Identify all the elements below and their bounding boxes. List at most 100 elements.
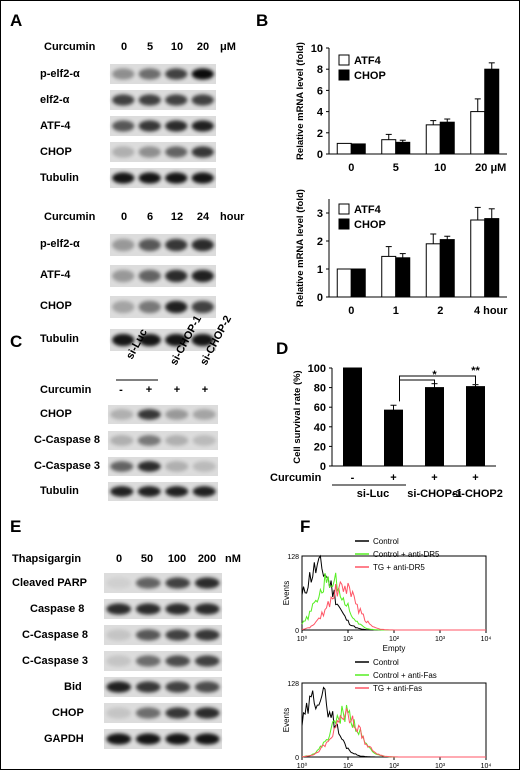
legend-swatch [338, 218, 350, 230]
blot-e-row-label: Caspase 8 [30, 603, 84, 615]
blot-band [137, 486, 161, 497]
blot-band [165, 486, 189, 497]
blot-band [106, 629, 132, 641]
x-tick-label: 0 [348, 162, 354, 174]
y-axis-label: Events [282, 708, 291, 732]
blot-c-row-label: C-Caspase 3 [34, 460, 100, 472]
blot-band [191, 269, 214, 283]
blot-e-dose-2: 100 [168, 553, 186, 565]
blot-band [112, 94, 135, 106]
blot-band [135, 707, 161, 719]
legend-label: Control + anti-DR5 [373, 550, 440, 559]
x-tick-label: 10³ [435, 636, 446, 643]
blot-band [165, 655, 191, 667]
blot-band [165, 269, 188, 283]
blot-band [192, 486, 216, 497]
blot-a1-treatment: Curcumin [44, 41, 96, 53]
blot-band [106, 603, 132, 615]
blot-band [138, 146, 161, 158]
blot-c-sign: + [174, 384, 180, 396]
x-tick-label: 10² [389, 636, 400, 643]
blot-strip [108, 457, 218, 476]
y-tick-label: 0 [317, 149, 323, 161]
panel-label-c: C [10, 332, 22, 351]
bar [381, 255, 397, 298]
blot-c-sign: + [146, 384, 152, 396]
blot-c-treatment: Curcumin [40, 384, 92, 396]
x-tick-label: 0 [348, 305, 354, 317]
y-axis-label: Cell survival rate (%) [292, 370, 303, 463]
blot-band [165, 435, 189, 446]
blot-a1-dose-3: 20 [197, 41, 209, 53]
blot-band [110, 486, 134, 497]
blot-band [112, 68, 135, 80]
blot-c-sign: + [202, 384, 208, 396]
blot-band [191, 68, 214, 80]
blot-a1-row-label: p-elf2-α [40, 68, 80, 80]
chart-b-bottom: 0 1 2 3 Relative mRNA level (fold) 0 1 2 4 hour A… [295, 189, 508, 317]
blot-band [112, 172, 135, 184]
blot-band [110, 435, 134, 446]
x-tick-label: 5 [393, 162, 399, 174]
blot-strip [104, 573, 222, 593]
y-axis-label: Relative mRNA level (fold) [295, 42, 306, 160]
blot-strip [110, 142, 216, 162]
chart-f-bottom: 10⁰10¹10²10³10⁴0128EmptyEventsControlCon… [282, 658, 491, 770]
blot-band [106, 577, 132, 589]
blot-e-dose-1: 50 [141, 553, 153, 565]
y-tick-label: 0 [295, 628, 299, 635]
d-sign: + [431, 472, 437, 484]
legend-label: Control [373, 537, 399, 546]
panel-label-a: A [10, 11, 22, 30]
blot-band [191, 146, 214, 158]
blot-band [137, 461, 161, 472]
x-tick-label: 10³ [435, 763, 446, 770]
blot-strip [104, 677, 222, 697]
blot-band [165, 603, 191, 615]
blot-band [165, 68, 188, 80]
blot-band [110, 409, 134, 420]
blot-strip [108, 431, 218, 450]
legend-label: TG + anti-DR5 [373, 563, 425, 572]
blot-band [135, 655, 161, 667]
x-tick-label: 1 [393, 305, 399, 317]
blot-band [135, 603, 161, 615]
blot-band [138, 94, 161, 106]
blot-strip [110, 168, 216, 188]
blot-strip [104, 625, 222, 645]
blot-strip [104, 599, 222, 619]
d-sign: + [390, 472, 396, 484]
blot-band [165, 94, 188, 106]
blot-e-dose-3: 200 [198, 553, 216, 565]
blot-a2-row-label: Tubulin [40, 333, 79, 345]
y-tick-label: 0 [320, 461, 326, 473]
legend-label: Control [373, 658, 399, 667]
blot-e-row-label: CHOP [52, 707, 84, 719]
bar [395, 141, 411, 155]
bar [470, 111, 486, 155]
blot-band [112, 238, 135, 252]
bar [425, 124, 441, 155]
blot-band [165, 172, 188, 184]
significance-bracket [399, 375, 476, 402]
y-tick-label: 0 [317, 292, 323, 304]
blot-band [135, 629, 161, 641]
bar [336, 268, 352, 298]
bar [466, 386, 485, 467]
blot-band [165, 146, 188, 158]
blot-band [137, 409, 161, 420]
bar [425, 243, 441, 298]
blot-band [194, 707, 220, 719]
blot-a1-dose-2: 10 [171, 41, 183, 53]
blot-band [112, 269, 135, 283]
d-sign: - [351, 472, 355, 484]
blot-band [106, 655, 132, 667]
y-tick-label: 3 [317, 208, 323, 220]
y-tick-label: 128 [287, 554, 299, 561]
blot-band [165, 577, 191, 589]
y-tick-label: 4 [317, 107, 324, 119]
bar [350, 143, 366, 155]
y-tick-label: 100 [308, 363, 326, 375]
y-tick-label: 20 [314, 441, 326, 453]
blot-band [191, 120, 214, 132]
